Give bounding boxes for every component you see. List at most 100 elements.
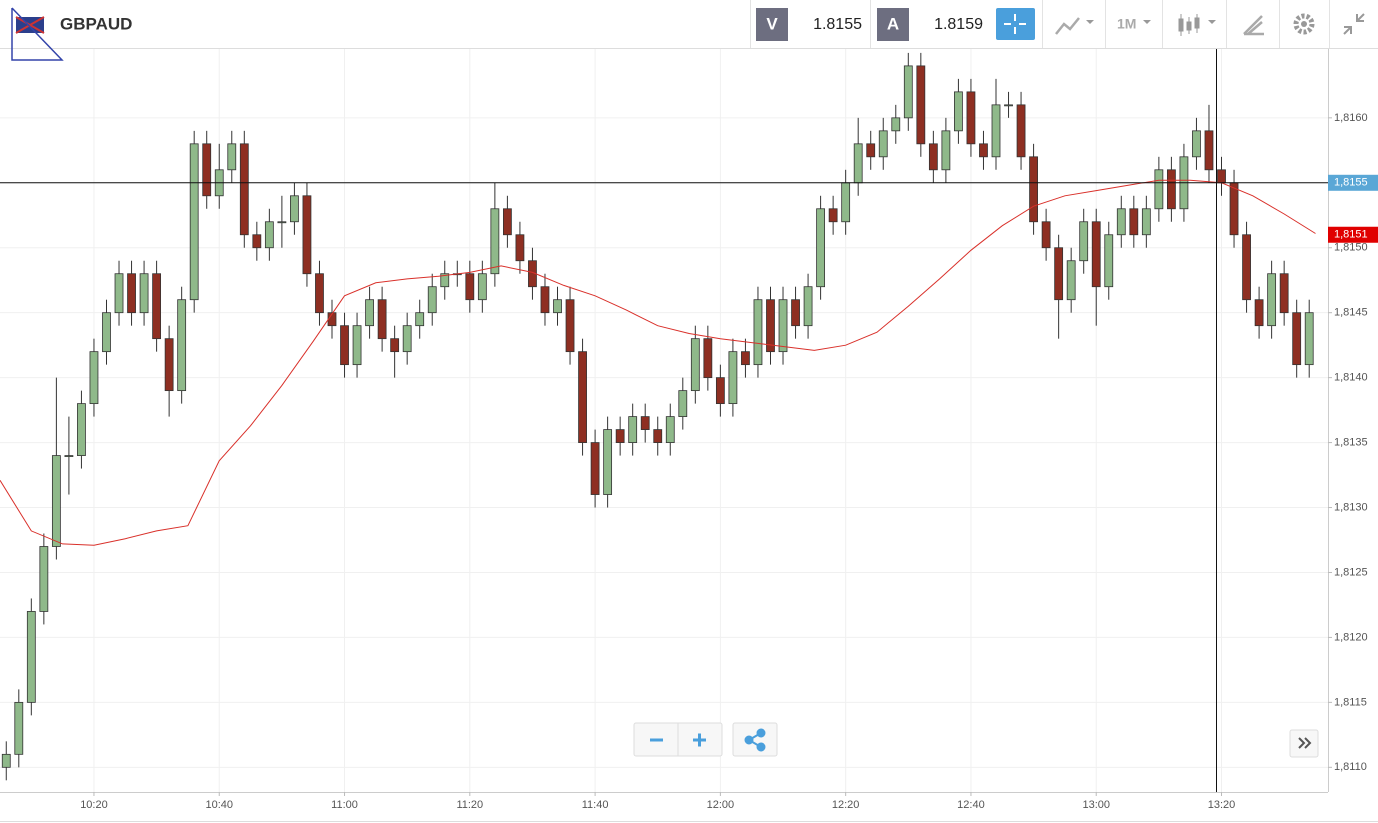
candle-body xyxy=(991,104,1001,158)
x-tick-label: 10:20 xyxy=(80,799,108,811)
candle-body xyxy=(1116,208,1126,236)
candle-body xyxy=(1029,156,1038,223)
candle-body xyxy=(753,299,763,366)
y-tick-label: 1,8120 xyxy=(1334,631,1368,643)
candle-body xyxy=(1141,208,1151,236)
price-label: 1,8155 xyxy=(1334,177,1368,189)
settings-icon[interactable] xyxy=(1293,13,1315,35)
candle-body xyxy=(39,546,49,612)
candle-body xyxy=(127,273,136,314)
candle-body xyxy=(1204,130,1214,171)
candle-body xyxy=(816,208,826,288)
candle-body xyxy=(315,273,324,314)
candle-body xyxy=(878,130,888,158)
draw-tool-icon[interactable] xyxy=(1243,15,1264,36)
candle-body xyxy=(1304,312,1314,366)
candle-body xyxy=(979,143,988,158)
x-tick-label: 12:00 xyxy=(707,799,735,811)
candle-body xyxy=(189,143,199,301)
candle-body xyxy=(866,143,876,158)
candle-body xyxy=(966,91,976,145)
candle-body xyxy=(89,351,99,405)
collapse-icon[interactable] xyxy=(1343,13,1365,35)
flag-cross xyxy=(15,16,45,34)
share-icon xyxy=(744,728,766,752)
x-tick-label: 11:40 xyxy=(582,799,609,811)
candle-body xyxy=(778,299,788,353)
candle-body xyxy=(252,234,262,249)
candle-body xyxy=(402,325,412,353)
x-tick-label: 11:20 xyxy=(456,799,483,811)
candle-body xyxy=(1166,169,1176,210)
y-tick-label: 1,8110 xyxy=(1334,761,1367,773)
candle-body xyxy=(152,273,162,340)
y-tick-label: 1,8125 xyxy=(1334,566,1368,578)
buy-price[interactable]: 1.8159 xyxy=(934,16,983,33)
crosshair-icon xyxy=(1004,14,1026,34)
candle-body xyxy=(1,753,11,768)
candle-body xyxy=(64,455,74,457)
candle-body xyxy=(615,429,625,443)
share-button[interactable] xyxy=(732,722,778,757)
candle-body xyxy=(177,299,187,392)
candle-body xyxy=(302,195,312,275)
candle-body xyxy=(741,351,750,366)
candle-body xyxy=(1016,104,1026,158)
dropdown-arrow xyxy=(1086,20,1094,24)
candle-body xyxy=(1217,169,1226,184)
y-tick-label: 1,8115 xyxy=(1334,696,1367,708)
candle-body xyxy=(1154,169,1164,210)
candle-icon[interactable] xyxy=(1178,14,1200,36)
candle-body xyxy=(1079,221,1089,262)
buy-button[interactable] xyxy=(877,8,909,41)
candle-body xyxy=(26,611,36,703)
x-tick-label: 13:20 xyxy=(1208,799,1236,811)
timeframe[interactable]: 1M xyxy=(1117,16,1136,32)
crosshair-button[interactable] xyxy=(996,8,1035,40)
candle-body xyxy=(954,91,963,132)
moving-average xyxy=(0,179,1316,546)
candle-body xyxy=(390,338,400,353)
candle-body xyxy=(553,299,562,314)
x-tick-label: 12:40 xyxy=(957,799,985,811)
candle-body xyxy=(791,299,800,327)
candle-body xyxy=(578,351,587,443)
dropdown-arrow xyxy=(1143,20,1151,24)
candle-body xyxy=(628,416,638,443)
drawing-triangle[interactable] xyxy=(11,7,64,61)
candle-body xyxy=(603,429,613,495)
y-tick-label: 1,8160 xyxy=(1334,112,1368,124)
candle-body xyxy=(1229,182,1239,236)
candle-body xyxy=(903,65,913,119)
candle-body xyxy=(1242,234,1251,301)
candle-body xyxy=(239,143,249,236)
symbol: GBPAUD xyxy=(60,14,132,33)
candle-body xyxy=(264,221,274,249)
chart-type-icon[interactable] xyxy=(1055,17,1080,35)
price-label-box xyxy=(1328,226,1378,243)
candle-body xyxy=(415,312,425,327)
candle-body xyxy=(14,701,24,755)
x-tick-label: 10:40 xyxy=(205,799,233,811)
y-tick-label: 1,8150 xyxy=(1334,242,1368,254)
plot: 1,8110 1,8115 1,8120 1,8125 1,8130 1,8135 1,81… xyxy=(0,49,1378,822)
buy-label: A xyxy=(887,14,899,33)
candle-body xyxy=(766,299,775,353)
candle-body xyxy=(653,429,663,443)
candle-body xyxy=(290,195,299,223)
candle-body xyxy=(565,299,575,353)
candle-body xyxy=(828,208,838,223)
sell-price[interactable]: 1.8155 xyxy=(813,16,862,33)
candle-body xyxy=(465,273,475,301)
candle-body xyxy=(1192,130,1201,158)
scroll-right-icon xyxy=(1298,737,1312,749)
sell-button[interactable] xyxy=(756,8,788,41)
candle-body xyxy=(1292,312,1302,366)
candle-body xyxy=(1004,104,1013,107)
candle-body xyxy=(77,403,86,456)
zoom-in-button[interactable] xyxy=(693,733,706,747)
candle-body xyxy=(1091,221,1101,288)
candle-body xyxy=(1254,299,1264,327)
